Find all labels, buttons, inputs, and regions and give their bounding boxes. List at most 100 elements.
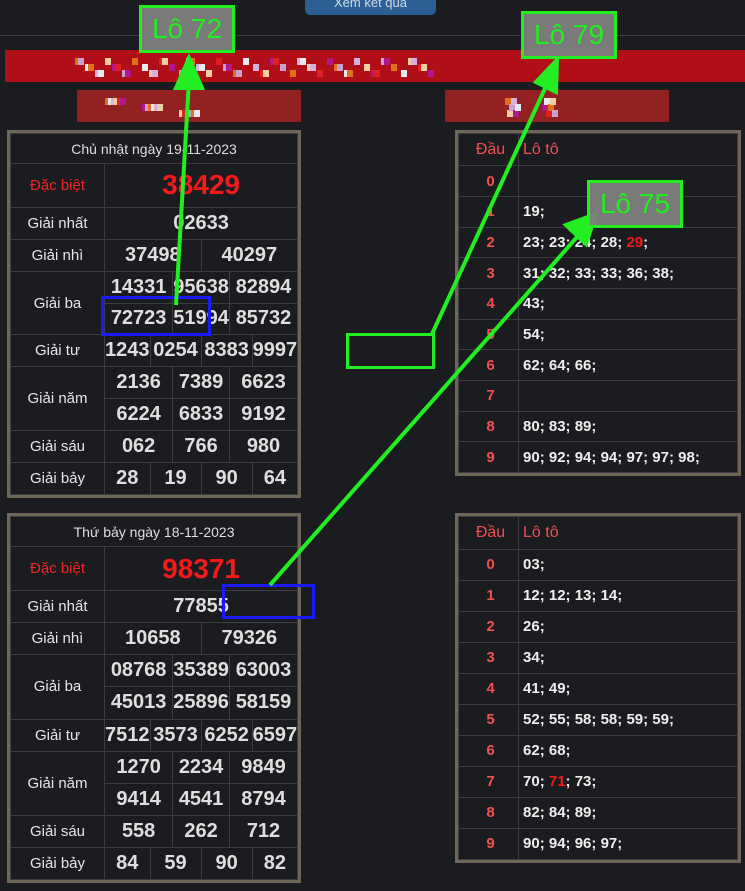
mosaic-pixel bbox=[391, 64, 397, 71]
loto-number: 68 bbox=[548, 742, 566, 760]
prize-label: Giải tư bbox=[10, 718, 105, 752]
loto-number: 59 bbox=[652, 711, 669, 729]
arrow-head-72 bbox=[172, 52, 206, 90]
prize-number: 45013 bbox=[103, 686, 174, 720]
mosaic-pixel bbox=[199, 64, 205, 71]
prize-number: 1270 bbox=[103, 750, 174, 784]
loto-number: 29 bbox=[626, 234, 644, 251]
divider bbox=[0, 35, 745, 36]
mosaic-pixel bbox=[411, 58, 417, 65]
prize-row: Giải năm 2136 7389 6623 bbox=[10, 366, 299, 432]
loto-head-digit: 3 bbox=[458, 641, 519, 674]
loto-number: 98 bbox=[678, 448, 695, 466]
prize-label: Giải nhì bbox=[10, 622, 105, 656]
loto-number: 23 bbox=[548, 234, 566, 251]
loto-number: 36 bbox=[626, 264, 644, 282]
prize-label: Giải nhất bbox=[10, 206, 105, 240]
prize-number: 90 bbox=[200, 461, 253, 496]
mosaic-pixel bbox=[550, 98, 556, 105]
prize-number: 51994 bbox=[172, 302, 230, 336]
arrow-line-75 bbox=[268, 226, 587, 587]
prize-number: 72723 bbox=[103, 302, 174, 336]
loto-number: 23 bbox=[523, 234, 540, 251]
prize-row: Giải năm 1270 2234 9849 bbox=[10, 750, 299, 816]
loto-number: 97 bbox=[626, 448, 644, 466]
mosaic-pixel bbox=[507, 110, 513, 117]
arrow-head-79 bbox=[532, 54, 560, 96]
results-table-2: Thứ bảy ngày 18-11-2023 Đặc biệt 98371 Giải… bbox=[7, 513, 302, 883]
prize-number: 9192 bbox=[228, 398, 299, 432]
loto-number: 89 bbox=[574, 804, 592, 822]
prize-label: Giải bảy bbox=[10, 461, 105, 496]
loto-head-digit: 2 bbox=[458, 610, 519, 643]
prize-row: 45013 25896 58159 bbox=[11, 686, 299, 720]
loto-row: 7 70; 71; 73; bbox=[458, 765, 738, 798]
mosaic-pixel bbox=[226, 64, 232, 71]
loto-row: 9 90; 92; 94; 94; 97; 97; 98; bbox=[458, 441, 738, 473]
loto-number: 70 bbox=[523, 773, 540, 791]
loto-row: 2 26; bbox=[458, 610, 738, 643]
mosaic-pixel bbox=[421, 64, 427, 71]
mosaic-pixel bbox=[125, 70, 131, 77]
loto-head-digit: 1 bbox=[458, 579, 519, 612]
prize-row: Giải bảy 28 19 90 64 bbox=[10, 461, 299, 496]
loto-head-label: Đầu bbox=[458, 516, 519, 550]
loto-number: 92 bbox=[548, 448, 566, 466]
mosaic-pixel bbox=[374, 70, 380, 77]
loto-number: 94 bbox=[600, 448, 618, 466]
loto-number: 58 bbox=[574, 711, 592, 729]
loto-number: 28 bbox=[600, 234, 618, 251]
mosaic-pixel bbox=[194, 110, 200, 117]
prize-row: 6224 6833 9192 bbox=[11, 398, 299, 432]
loto-number: 19 bbox=[523, 203, 540, 221]
mosaic-pixel bbox=[300, 58, 306, 65]
annotation-lo-72: Lô 72 bbox=[139, 5, 235, 53]
loto-number: 14 bbox=[600, 587, 618, 605]
prize-number: 82 bbox=[251, 846, 299, 881]
loto-head-digit: 8 bbox=[458, 410, 519, 443]
loto-number: 83 bbox=[548, 417, 566, 435]
mosaic-pixel bbox=[401, 70, 407, 77]
mosaic-pixel bbox=[162, 58, 168, 65]
prize-number: 2136 bbox=[103, 366, 174, 400]
loto-number: 73 bbox=[574, 773, 592, 791]
mosaic-pixel bbox=[317, 70, 323, 77]
prize-number: 6252 bbox=[200, 718, 253, 752]
loto-number: 90 bbox=[523, 835, 540, 853]
loto-numbers: 82; 84; 89; bbox=[518, 796, 738, 829]
loto-numbers: 41; 49; bbox=[518, 672, 738, 705]
mosaic-pixel bbox=[253, 64, 259, 71]
loto-number: 97 bbox=[600, 835, 618, 853]
loto-row: 4 41; 49; bbox=[458, 672, 738, 705]
pixelated-banner bbox=[5, 50, 745, 82]
prize-number: 08768 bbox=[103, 654, 174, 688]
loto-numbers: 90; 94; 96; 97; bbox=[518, 827, 738, 861]
loto-number: 94 bbox=[574, 448, 592, 466]
loto-numbers: 34; bbox=[518, 641, 738, 674]
prize-row: Đặc biệt 38429 bbox=[10, 163, 299, 208]
prize-row: Giải sáu 558 262 712 bbox=[10, 814, 299, 848]
loto-number: 90 bbox=[523, 448, 540, 466]
prize-row: 9414 4541 8794 bbox=[11, 782, 299, 816]
prize-row: Giải nhất 02633 bbox=[10, 206, 299, 240]
loto-row: 1 12; 12; 13; 14; bbox=[458, 579, 738, 612]
loto-number: 58 bbox=[600, 711, 618, 729]
prize-number: 19 bbox=[149, 461, 202, 496]
loto-head-digit: 8 bbox=[458, 796, 519, 829]
mosaic-pixel bbox=[428, 70, 434, 77]
prize-number: 712 bbox=[228, 814, 299, 848]
loto-number: 64 bbox=[548, 356, 566, 374]
draw-date-title: Thứ bảy ngày 18-11-2023 bbox=[9, 516, 299, 547]
prize-number: 2234 bbox=[172, 750, 230, 784]
mosaic-pixel bbox=[142, 64, 148, 71]
annotation-lo-75: Lô 75 bbox=[587, 180, 683, 228]
mosaic-pixel bbox=[546, 110, 552, 117]
prize-number: 9849 bbox=[228, 750, 299, 784]
mosaic-pixel bbox=[243, 58, 249, 65]
prize-number: 9997 bbox=[251, 334, 299, 368]
view-results-button[interactable]: Xem kết quả bbox=[305, 0, 436, 15]
loto-number: 26 bbox=[523, 618, 540, 636]
mosaic-pixel bbox=[152, 70, 158, 77]
mosaic-pixel bbox=[216, 58, 222, 65]
